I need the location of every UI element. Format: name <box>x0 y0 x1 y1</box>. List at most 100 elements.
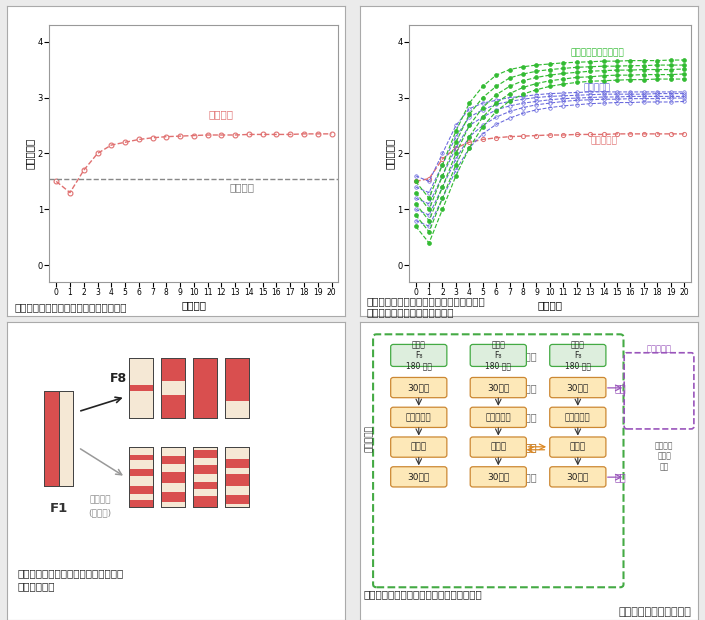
Text: ・・・: ・・・ <box>520 443 538 453</box>
Bar <box>193 448 217 507</box>
Bar <box>129 500 152 507</box>
Bar <box>193 465 217 474</box>
Bar <box>44 391 59 486</box>
Text: 集団６
F₈
180 系統: 集団６ F₈ 180 系統 <box>565 340 591 370</box>
Bar <box>226 358 249 401</box>
Bar <box>59 391 73 486</box>
Bar <box>59 391 73 486</box>
Text: １サイクル: １サイクル <box>365 425 374 452</box>
Text: 上位３個体: 上位３個体 <box>565 413 591 422</box>
Text: ・・・: ・・・ <box>520 413 538 423</box>
Text: 抜と島モデルを用いた循環選抜: 抜と島モデルを用いた循環選抜 <box>367 307 454 317</box>
FancyBboxPatch shape <box>470 345 527 366</box>
Bar <box>44 391 59 486</box>
Bar <box>129 486 152 494</box>
Bar <box>226 474 249 486</box>
Bar <box>193 482 217 489</box>
Bar <box>161 448 185 507</box>
Text: 相互交配: 相互交配 <box>90 495 111 504</box>
Bar <box>44 391 59 486</box>
Y-axis label: 遺伝的能力: 遺伝的能力 <box>384 138 395 169</box>
Text: 30個体: 30個体 <box>407 383 430 392</box>
Bar <box>129 358 152 418</box>
Text: 上位３個体: 上位３個体 <box>406 413 431 422</box>
Text: 上位３個体: 上位３個体 <box>486 413 511 422</box>
X-axis label: 選抜回数: 選抜回数 <box>181 300 207 310</box>
Text: F1: F1 <box>49 502 68 515</box>
Text: ３個体: ３個体 <box>411 443 427 451</box>
Text: 図３　２または７品種由来の通常の循環選: 図３ ２または７品種由来の通常の循環選 <box>367 296 485 306</box>
Text: 自殖集団: 自殖集団 <box>230 182 255 192</box>
Text: ３個体: ３個体 <box>570 443 586 451</box>
Bar <box>161 472 185 483</box>
Bar <box>226 358 249 418</box>
Bar <box>193 358 217 418</box>
Bar <box>129 385 152 391</box>
Text: 集団１
F₈
180 系統: 集団１ F₈ 180 系統 <box>406 340 431 370</box>
Text: 選抜: 選抜 <box>614 472 626 482</box>
Bar <box>129 448 152 507</box>
Text: ７品種由来：島モデル: ７品種由来：島モデル <box>570 48 624 58</box>
Text: 30個体: 30個体 <box>567 383 589 392</box>
Text: 集団２
F₈
180 系統: 集団２ F₈ 180 系統 <box>485 340 511 370</box>
Bar <box>226 459 249 468</box>
Text: ７品種由来: ７品種由来 <box>584 84 611 93</box>
Bar <box>161 456 185 464</box>
Bar <box>226 358 249 418</box>
Text: 循環選抜: 循環選抜 <box>209 109 234 119</box>
FancyBboxPatch shape <box>550 437 606 457</box>
FancyBboxPatch shape <box>470 378 527 397</box>
Text: 30個体: 30個体 <box>487 472 510 481</box>
Bar <box>129 358 152 418</box>
Text: 30個体: 30個体 <box>487 383 510 392</box>
Text: 30個体: 30個体 <box>567 472 589 481</box>
FancyBboxPatch shape <box>470 437 527 457</box>
Bar <box>161 358 185 381</box>
Bar <box>226 495 249 504</box>
FancyBboxPatch shape <box>550 467 606 487</box>
FancyBboxPatch shape <box>391 345 447 366</box>
Bar <box>161 395 185 418</box>
Text: 選抜: 選抜 <box>614 383 626 393</box>
Text: ・・・: ・・・ <box>520 352 538 361</box>
Text: 連鎖ブロック: 連鎖ブロック <box>18 581 55 591</box>
Bar <box>161 448 185 507</box>
X-axis label: 選抜回数: 選抜回数 <box>537 300 563 310</box>
Bar <box>161 358 185 418</box>
FancyBboxPatch shape <box>470 467 527 487</box>
FancyBboxPatch shape <box>391 407 447 427</box>
Bar <box>129 454 152 461</box>
Text: ・・・: ・・・ <box>520 472 538 482</box>
Bar <box>193 496 217 507</box>
Text: ２品種由来: ２品種由来 <box>590 136 617 145</box>
Bar <box>161 358 185 418</box>
FancyBboxPatch shape <box>550 345 606 366</box>
Bar <box>193 358 217 418</box>
Text: 交換: 交換 <box>525 443 537 453</box>
Text: 図４　島モデル型ゲノミックセレクション: 図４ 島モデル型ゲノミックセレクション <box>363 589 482 599</box>
Text: (７世代): (７世代) <box>89 508 111 518</box>
Text: 各分集団
の中で
交配: 各分集団 の中で 交配 <box>655 441 673 471</box>
Bar <box>161 492 185 502</box>
FancyBboxPatch shape <box>391 378 447 397</box>
FancyBboxPatch shape <box>550 407 606 427</box>
Text: （林武司、矢部志央理）: （林武司、矢部志央理） <box>618 607 691 617</box>
FancyBboxPatch shape <box>391 437 447 457</box>
Bar <box>129 448 152 507</box>
Bar <box>193 450 217 458</box>
Text: F8: F8 <box>110 373 128 386</box>
Text: 30個体: 30個体 <box>407 472 430 481</box>
Text: 予測モデル: 予測モデル <box>646 345 672 353</box>
Bar <box>226 448 249 507</box>
FancyBboxPatch shape <box>470 407 527 427</box>
Bar <box>193 358 217 418</box>
Text: ３個体: ３個体 <box>490 443 506 451</box>
Bar <box>129 469 152 476</box>
Bar <box>193 448 217 507</box>
FancyBboxPatch shape <box>391 467 447 487</box>
Text: ・・・: ・・・ <box>520 383 538 393</box>
Y-axis label: 遺伝的能力: 遺伝的能力 <box>25 138 35 169</box>
Text: 図２　集団育種法と循環選抜における: 図２ 集団育種法と循環選抜における <box>18 569 124 578</box>
Text: 図１　２品種由来の自殖集団と循環選抜: 図１ ２品種由来の自殖集団と循環選抜 <box>14 302 127 312</box>
FancyBboxPatch shape <box>550 378 606 397</box>
